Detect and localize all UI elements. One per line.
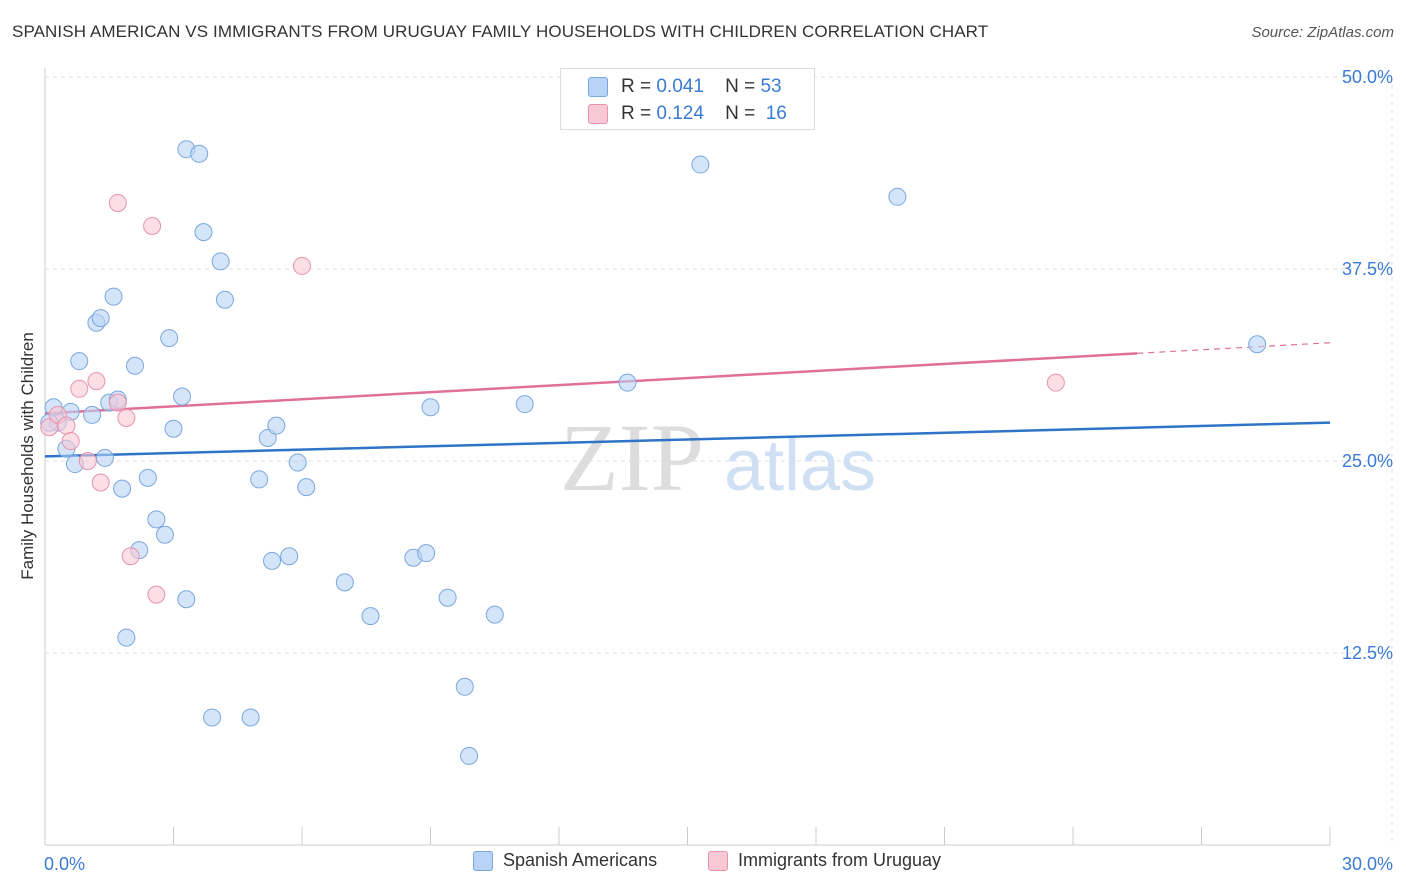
point-immigrants-uruguay: [78, 452, 97, 470]
y-tick-label: 12.5%: [1342, 643, 1393, 663]
point-immigrants-uruguay: [121, 547, 140, 566]
tick-labels: 12.5% 25.0% 37.5% 50.0% 0.0% 30.0%: [44, 67, 1393, 874]
watermark: ZIP atlas: [560, 404, 876, 511]
legend-swatch-pink: [708, 850, 728, 871]
legend-label: Spanish Americans: [503, 850, 658, 870]
point-spanish-americans: [83, 405, 102, 424]
point-spanish-americans: [138, 468, 157, 487]
source-label: Source: ZipAtlas.com: [1251, 24, 1394, 41]
point-spanish-americans: [211, 252, 230, 271]
point-spanish-americans: [460, 746, 479, 765]
legend-swatch-pink: [588, 104, 608, 124]
point-spanish-americans: [618, 373, 637, 392]
point-spanish-americans: [888, 187, 907, 206]
point-spanish-americans: [438, 588, 457, 607]
point-immigrants-uruguay: [143, 216, 162, 235]
point-immigrants-uruguay: [57, 416, 76, 435]
point-immigrants-uruguay: [87, 372, 106, 391]
r-label: R =: [621, 76, 652, 97]
data-points: [40, 140, 1267, 765]
r-value: 0.041: [656, 76, 704, 97]
point-spanish-americans: [203, 708, 222, 727]
point-spanish-americans: [1248, 335, 1267, 354]
point-immigrants-uruguay: [91, 473, 110, 492]
point-spanish-americans: [104, 287, 123, 306]
point-spanish-americans: [70, 352, 89, 371]
point-spanish-americans: [190, 144, 209, 163]
trend-lines: [44, 342, 1331, 458]
point-spanish-americans: [455, 677, 474, 696]
point-spanish-americans: [91, 309, 110, 328]
point-spanish-americans: [177, 590, 196, 609]
point-spanish-americans: [147, 510, 166, 529]
watermark-atlas: atlas: [724, 426, 876, 506]
x-tick-label: 0.0%: [44, 854, 85, 874]
point-spanish-americans: [173, 387, 192, 406]
chart-title: SPANISH AMERICAN VS IMMIGRANTS FROM URUG…: [12, 22, 989, 41]
n-value: 53: [760, 76, 782, 97]
point-spanish-americans: [288, 453, 307, 472]
point-spanish-americans: [361, 607, 380, 626]
series-legend: Spanish Americans Immigrants from Urugua…: [0, 850, 1406, 880]
legend-item-immigrants-uruguay[interactable]: Immigrants from Uruguay: [708, 850, 941, 871]
n-label: N =: [725, 103, 756, 124]
point-spanish-americans: [95, 448, 114, 467]
legend-label: Immigrants from Uruguay: [738, 850, 942, 870]
point-spanish-americans: [164, 419, 183, 438]
trend-line-immigrants-uruguay-extension: [1137, 342, 1331, 354]
point-spanish-americans: [215, 290, 234, 309]
point-spanish-americans: [297, 478, 316, 497]
point-spanish-americans: [691, 155, 710, 174]
y-tick-label: 25.0%: [1342, 451, 1393, 471]
point-spanish-americans: [113, 479, 132, 498]
point-spanish-americans: [417, 544, 436, 563]
n-value: 16: [765, 103, 787, 124]
point-immigrants-uruguay: [147, 585, 166, 604]
legend-swatch-blue: [588, 77, 608, 97]
legend-item-spanish-americans[interactable]: Spanish Americans: [473, 850, 657, 871]
trend-line-immigrants-uruguay: [44, 352, 1138, 415]
watermark-zip: ZIP: [560, 404, 704, 511]
point-spanish-americans: [117, 628, 136, 647]
point-immigrants-uruguay: [108, 393, 127, 412]
point-immigrants-uruguay: [61, 432, 80, 451]
correlation-legend: R = 0.041 N = 53 R = 0.124 N = 16: [560, 68, 815, 130]
r-label: R =: [621, 103, 652, 124]
x-tick-label: 30.0%: [1342, 854, 1393, 874]
point-spanish-americans: [194, 223, 213, 242]
point-spanish-americans: [485, 605, 504, 624]
r-value: 0.124: [656, 103, 704, 124]
point-spanish-americans: [263, 551, 282, 570]
point-spanish-americans: [335, 573, 354, 592]
point-immigrants-uruguay: [70, 379, 89, 398]
y-tick-label: 37.5%: [1342, 259, 1393, 279]
point-spanish-americans: [267, 416, 286, 435]
point-spanish-americans: [155, 525, 174, 544]
point-spanish-americans: [241, 708, 260, 727]
trend-line-spanish-americans: [44, 421, 1331, 458]
point-immigrants-uruguay: [108, 193, 127, 212]
legend-swatch-blue: [473, 850, 493, 871]
n-label: N =: [725, 76, 756, 97]
grid-lines: [45, 76, 1393, 845]
point-spanish-americans: [250, 470, 269, 489]
point-immigrants-uruguay: [117, 408, 136, 427]
point-spanish-americans: [515, 395, 534, 414]
point-immigrants-uruguay: [293, 256, 311, 275]
point-spanish-americans: [125, 356, 144, 375]
point-immigrants-uruguay: [1046, 373, 1065, 392]
point-spanish-americans: [160, 329, 179, 348]
point-spanish-americans: [421, 398, 440, 417]
point-spanish-americans: [280, 547, 299, 566]
y-tick-label: 50.0%: [1342, 67, 1393, 87]
axes: [44, 68, 1331, 846]
point-spanish-americans: [258, 428, 277, 447]
